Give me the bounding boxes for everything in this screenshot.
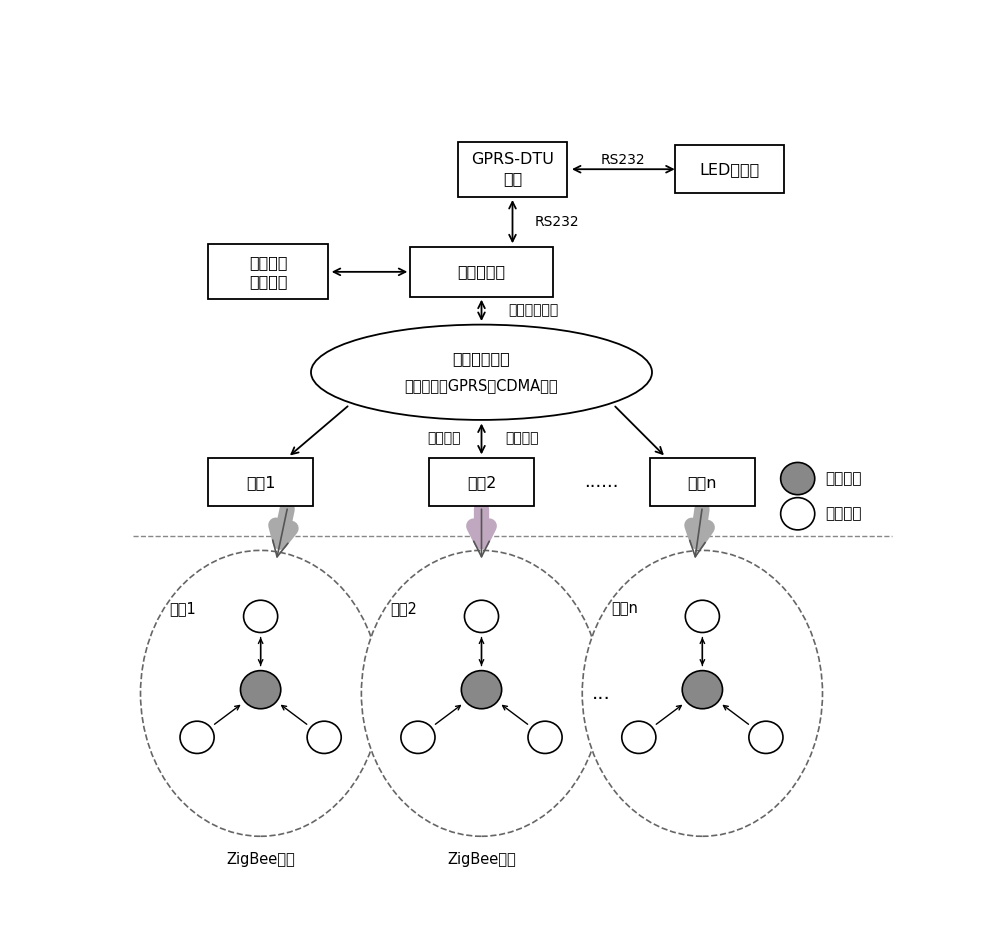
Bar xyxy=(410,247,553,297)
Text: 有线通信: 有线通信 xyxy=(428,431,461,446)
Text: ......: ...... xyxy=(584,473,619,491)
Text: 区執n: 区執n xyxy=(611,602,638,617)
Bar xyxy=(675,146,784,193)
Text: LED显示屏: LED显示屏 xyxy=(699,162,760,177)
Bar xyxy=(429,459,534,506)
Text: 参考节点: 参考节点 xyxy=(825,506,861,522)
Ellipse shape xyxy=(140,550,381,836)
Text: 定位节点: 定位节点 xyxy=(825,471,861,486)
Circle shape xyxy=(781,463,815,495)
Text: 中心服务器: 中心服务器 xyxy=(457,265,506,279)
Bar xyxy=(208,459,313,506)
Text: RS232: RS232 xyxy=(534,215,579,229)
Text: 网关n: 网关n xyxy=(688,475,717,489)
Text: ZigBee网络: ZigBee网络 xyxy=(447,852,516,867)
Text: 区块2: 区块2 xyxy=(391,602,417,617)
Circle shape xyxy=(685,601,719,632)
Bar xyxy=(458,142,567,197)
Circle shape xyxy=(464,601,499,632)
Text: 远程通信网络: 远程通信网络 xyxy=(453,351,510,367)
Text: ZigBee网络: ZigBee网络 xyxy=(226,852,295,867)
Text: （以太网、GPRS、CDMA等）: （以太网、GPRS、CDMA等） xyxy=(405,378,558,393)
Text: 区块1: 区块1 xyxy=(170,602,196,617)
Bar xyxy=(650,459,755,506)
Circle shape xyxy=(240,670,281,708)
Ellipse shape xyxy=(361,550,602,836)
Text: ...: ... xyxy=(592,684,611,703)
Circle shape xyxy=(461,670,502,708)
Ellipse shape xyxy=(582,550,822,836)
Circle shape xyxy=(180,722,214,753)
Text: GPRS-DTU
模块: GPRS-DTU 模块 xyxy=(471,152,554,186)
Circle shape xyxy=(307,722,341,753)
Circle shape xyxy=(682,670,723,708)
Circle shape xyxy=(622,722,656,753)
Circle shape xyxy=(401,722,435,753)
Text: 数据通信接口: 数据通信接口 xyxy=(508,303,559,317)
Text: RS232: RS232 xyxy=(601,152,646,167)
Circle shape xyxy=(528,722,562,753)
Text: 网关1: 网关1 xyxy=(246,475,275,489)
Circle shape xyxy=(749,722,783,753)
Text: 远程监控
电脑终端: 远程监控 电脑终端 xyxy=(249,255,288,288)
Text: 有线通信: 有线通信 xyxy=(505,431,539,446)
Circle shape xyxy=(781,498,815,530)
Text: 网关2: 网关2 xyxy=(467,475,496,489)
Circle shape xyxy=(244,601,278,632)
Ellipse shape xyxy=(311,325,652,420)
Bar xyxy=(208,245,328,299)
